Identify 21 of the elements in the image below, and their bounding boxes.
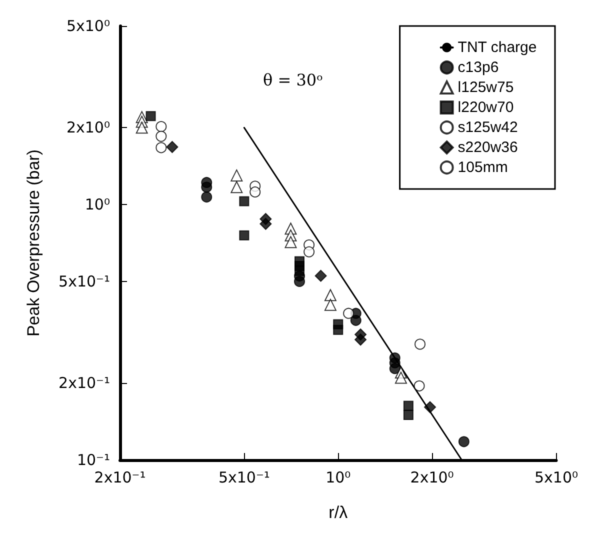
- legend-label: s220w36: [458, 139, 518, 156]
- x-tick-label: 10⁰: [326, 468, 351, 486]
- legend-label: s125w42: [458, 119, 518, 136]
- y-tick-label: 5x10⁰: [66, 17, 110, 35]
- y-tick-label: 2x10⁰: [66, 118, 110, 137]
- y-tick-label: 10⁰: [84, 196, 110, 214]
- legend-label: c13p6: [458, 59, 499, 76]
- legend-label: l125w75: [458, 79, 514, 96]
- x-tick-label: 2x10⁻¹: [94, 468, 146, 486]
- x-tick-label: 5x10⁰: [534, 468, 578, 486]
- y-axis-title: Peak Overpressure (bar): [24, 149, 43, 337]
- x-tick-label: 5x10⁻¹: [218, 468, 270, 486]
- x-axis-title: r/λ: [328, 503, 348, 522]
- y-tick-label: 2x10⁻¹: [58, 374, 110, 392]
- legend-label: TNT charge: [458, 39, 537, 56]
- x-tick-label: 2x10⁰: [410, 468, 454, 486]
- legend-label: l220w70: [458, 99, 514, 116]
- y-tick-label: 10⁻¹: [76, 451, 110, 469]
- y-tick-label: 5x10⁻¹: [58, 272, 110, 290]
- legend-label: 105mm: [458, 159, 508, 176]
- annotation: θ = 30ᵒ: [263, 70, 323, 90]
